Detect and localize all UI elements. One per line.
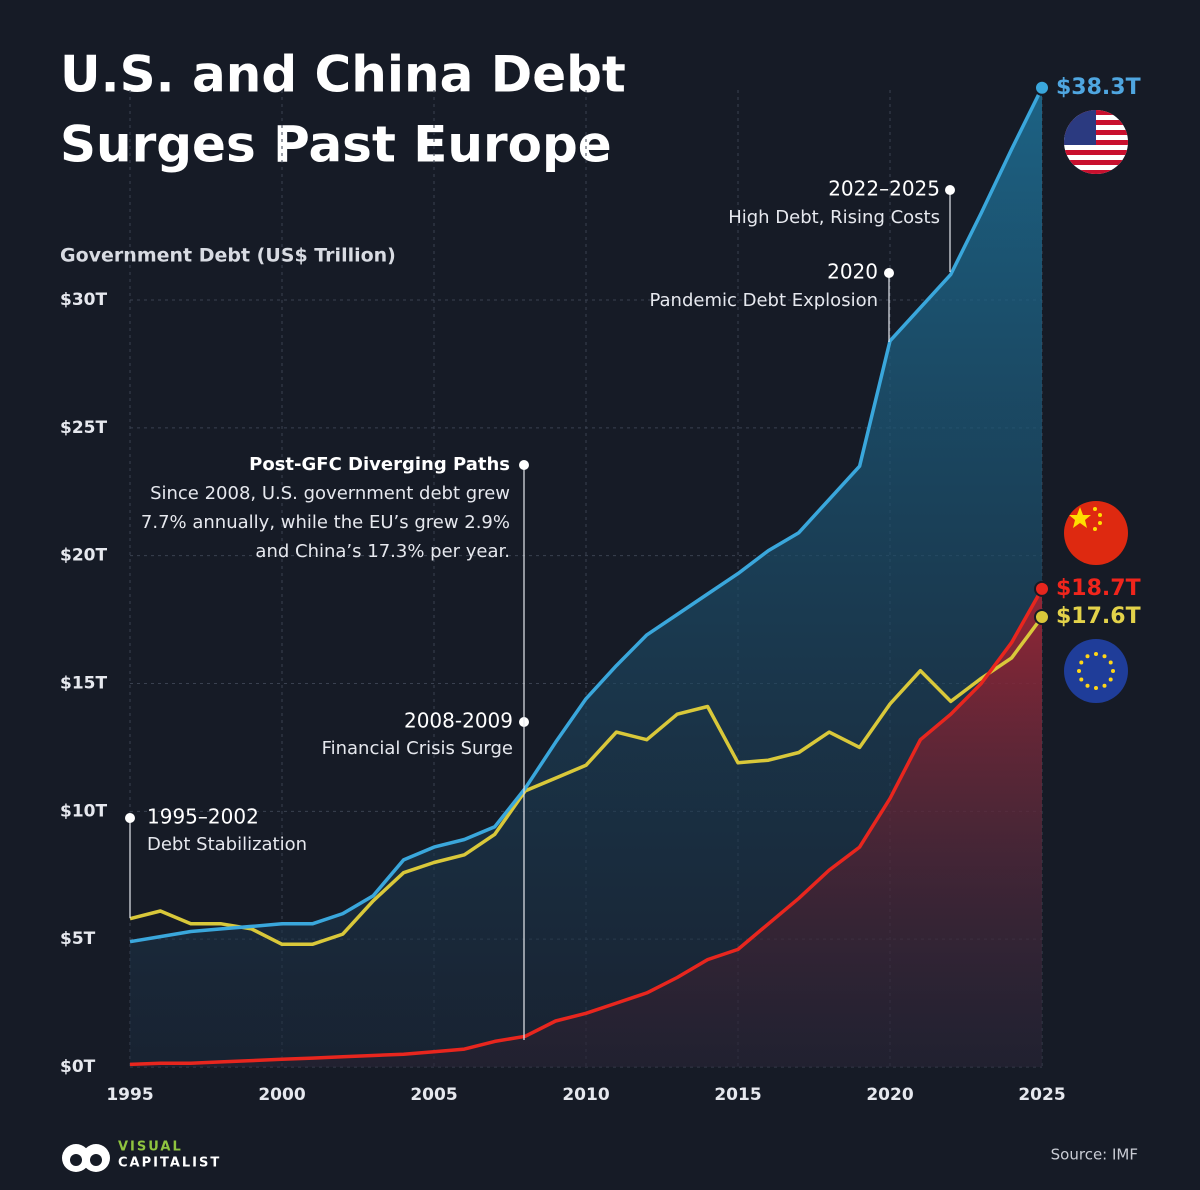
chart-title: U.S. and China Debt bbox=[60, 46, 626, 104]
y-tick-label: $15T bbox=[60, 674, 107, 694]
y-tick-label: $0T bbox=[60, 1057, 96, 1077]
area bbox=[130, 588, 1042, 1067]
annotation-dot bbox=[884, 268, 894, 278]
annotation-text: High Debt, Rising Costs bbox=[728, 207, 940, 228]
x-tick-label: 2005 bbox=[410, 1085, 457, 1105]
x-tick-label: 1995 bbox=[106, 1085, 153, 1105]
y-tick-label: $30T bbox=[60, 290, 107, 310]
logo-text: VISUAL bbox=[118, 1140, 183, 1155]
annotation-text: Pandemic Debt Explosion bbox=[649, 290, 878, 311]
end-label: $17.6T bbox=[1056, 604, 1141, 629]
annotation-text: Since 2008, U.S. government debt grew bbox=[150, 483, 510, 504]
x-tick-label: 2000 bbox=[258, 1085, 305, 1105]
axis-title: Government Debt (US$ Trillion) bbox=[60, 245, 396, 267]
line bbox=[129, 615, 1044, 947]
annotation-text: Financial Crisis Surge bbox=[322, 738, 513, 759]
x-tick-label: 2010 bbox=[562, 1085, 609, 1105]
annotation-dot bbox=[125, 813, 135, 823]
line bbox=[129, 588, 1044, 1067]
end-label: $18.7T bbox=[1056, 576, 1141, 601]
eu-flag bbox=[1064, 639, 1128, 703]
annotation-title: 2008-2009 bbox=[404, 709, 513, 733]
source: Source: IMF bbox=[1051, 1146, 1138, 1164]
end-marker bbox=[1034, 79, 1050, 96]
end-marker bbox=[1034, 609, 1050, 626]
x-tick-label: 2025 bbox=[1018, 1085, 1065, 1105]
logo-text: CAPITALIST bbox=[118, 1156, 221, 1171]
logo: VISUAL CAPITALIST bbox=[62, 1140, 221, 1172]
chart-title: Surges Past Europe bbox=[60, 116, 612, 174]
annotation-title: 1995–2002 bbox=[147, 805, 259, 829]
end-marker bbox=[1034, 580, 1050, 597]
us-flag bbox=[1064, 110, 1128, 174]
annotation-dot bbox=[945, 185, 955, 195]
y-tick-label: $25T bbox=[60, 418, 107, 438]
annotation-text: and China’s 17.3% per year. bbox=[255, 541, 510, 562]
annotation-title: 2020 bbox=[827, 260, 878, 284]
annotation-text: 7.7% annually, while the EU’s grew 2.9% bbox=[141, 512, 510, 533]
x-tick-label: 2015 bbox=[714, 1085, 761, 1105]
line bbox=[129, 87, 1044, 944]
plot: $0T $5T $10T $15T $20T $25T $30T 1995 2000 2005 20… bbox=[60, 75, 1141, 1105]
y-tick-label: $10T bbox=[60, 801, 107, 821]
x-tick-label: 2020 bbox=[866, 1085, 913, 1105]
annotation-title: 2022–2025 bbox=[828, 177, 940, 201]
y-tick-label: $5T bbox=[60, 929, 96, 949]
y-tick-label: $20T bbox=[60, 546, 107, 566]
annotation-dot bbox=[519, 460, 529, 470]
end-label: $38.3T bbox=[1056, 75, 1141, 100]
annotation-title: Post-GFC Diverging Paths bbox=[249, 454, 510, 475]
china-flag bbox=[1064, 501, 1128, 565]
annotation-text: Debt Stabilization bbox=[147, 834, 307, 855]
area bbox=[130, 87, 1042, 1068]
